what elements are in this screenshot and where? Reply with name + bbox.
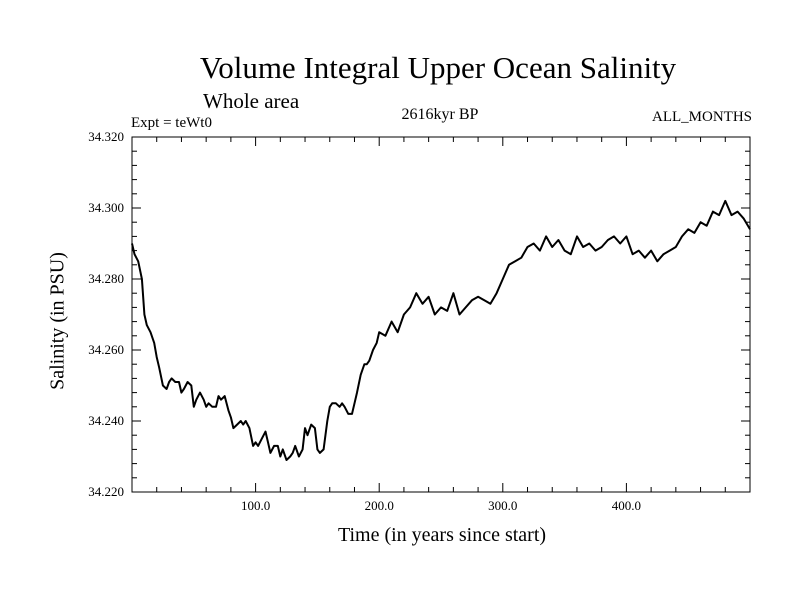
x-axis-title: Time (in years since start): [337, 524, 547, 546]
y-tick-label: 34.320: [88, 129, 124, 144]
x-tick-label: 200.0: [365, 498, 394, 513]
experiment-label: Expt = teWt0: [131, 115, 212, 131]
months-label: ALL_MONTHS: [652, 109, 752, 125]
series-line-salinity: [131, 199, 751, 461]
x-tick-label: 300.0: [488, 498, 517, 513]
x-tick-label: 100.0: [241, 498, 270, 513]
y-tick-label: 34.300: [88, 200, 124, 215]
y-tick-label: 34.240: [88, 413, 124, 428]
plot-frame: [131, 136, 751, 493]
time-label: 2616kyr BP: [401, 106, 479, 123]
y-tick-label: 34.280: [88, 271, 124, 286]
chart-title: Volume Integral Upper Ocean Salinity: [199, 50, 677, 85]
chart-subtitle: Whole area: [203, 89, 300, 113]
y-tick-label: 34.220: [88, 484, 124, 499]
y-tick-label: 34.260: [88, 342, 124, 357]
x-tick-label: 400.0: [612, 498, 641, 513]
